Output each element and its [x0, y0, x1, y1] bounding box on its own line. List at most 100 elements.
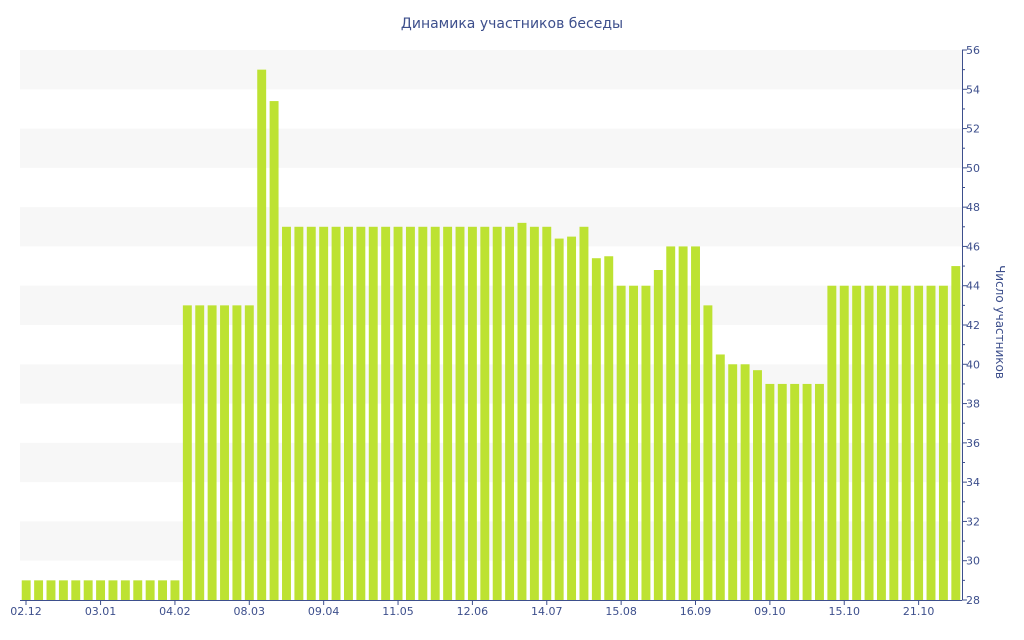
bar[interactable] [889, 285, 899, 600]
bar[interactable] [492, 226, 502, 601]
bar[interactable] [294, 226, 304, 601]
bar[interactable] [244, 305, 254, 600]
x-tick-label: 09.04 [308, 605, 340, 618]
x-tick-label: 14.07 [531, 605, 563, 618]
bar[interactable] [368, 226, 378, 601]
bar[interactable] [46, 580, 56, 600]
bar[interactable] [604, 256, 614, 600]
y-tick-label: 54 [966, 83, 980, 96]
bar[interactable] [480, 226, 490, 601]
grid-band [20, 207, 962, 247]
x-axis-ticks: 02.12 03.01 04.02 08.03 09.04 11.05 12.06 14.07… [10, 600, 934, 618]
bar[interactable] [467, 226, 477, 601]
grid-band [20, 128, 962, 168]
bar[interactable] [951, 266, 961, 600]
bar[interactable] [728, 364, 738, 600]
bar[interactable] [938, 285, 948, 600]
y-tick-label: 48 [966, 201, 980, 214]
bar[interactable] [96, 580, 106, 600]
bar[interactable] [715, 354, 725, 600]
bar[interactable] [827, 285, 837, 600]
bar[interactable] [343, 226, 353, 601]
bar[interactable] [802, 383, 812, 600]
bar[interactable] [901, 285, 911, 600]
bar[interactable] [554, 238, 564, 601]
bar[interactable] [319, 226, 329, 601]
bar[interactable] [34, 580, 44, 600]
chart-title: Динамика участников беседы [401, 16, 623, 32]
x-tick-label: 15.10 [829, 605, 861, 618]
bar[interactable] [257, 69, 267, 600]
bar[interactable] [579, 226, 589, 601]
bar[interactable] [542, 226, 552, 601]
x-tick-label: 08.03 [234, 605, 266, 618]
bar[interactable] [455, 226, 465, 601]
bar[interactable] [393, 226, 403, 601]
bar[interactable] [120, 580, 130, 600]
bar[interactable] [145, 580, 155, 600]
x-tick-label: 21.10 [903, 605, 935, 618]
x-tick-label: 15.08 [605, 605, 637, 618]
bar[interactable] [926, 285, 936, 600]
bar[interactable] [666, 246, 676, 600]
bar[interactable] [269, 101, 279, 601]
bar[interactable] [567, 236, 577, 600]
bar[interactable] [765, 383, 775, 600]
bar[interactable] [430, 226, 440, 601]
bar[interactable] [691, 246, 700, 600]
bar[interactable] [678, 246, 688, 600]
bar[interactable] [158, 580, 168, 600]
bar[interactable] [753, 370, 762, 600]
bar[interactable] [133, 580, 143, 600]
y-tick-label: 46 [966, 240, 980, 253]
bar[interactable] [356, 226, 366, 601]
bar[interactable] [517, 222, 527, 600]
x-tick-label: 02.12 [10, 605, 42, 618]
bar[interactable] [814, 383, 824, 600]
y-tick-label: 52 [966, 123, 980, 136]
bar[interactable] [306, 226, 316, 601]
bar[interactable] [641, 285, 651, 600]
bar[interactable] [21, 580, 31, 600]
bar[interactable] [653, 270, 663, 600]
x-tick-label: 09.10 [754, 605, 786, 618]
bar[interactable] [381, 226, 391, 601]
bar[interactable] [182, 305, 192, 600]
bar[interactable] [864, 285, 874, 600]
bar[interactable] [282, 226, 291, 601]
bar[interactable] [83, 580, 93, 600]
bar[interactable] [71, 580, 81, 600]
y-tick-label: 36 [966, 437, 980, 450]
bar[interactable] [331, 226, 341, 601]
bar[interactable] [852, 285, 862, 600]
bar[interactable] [170, 580, 180, 600]
bar[interactable] [232, 305, 242, 600]
bar[interactable] [505, 226, 515, 601]
x-tick-label: 04.02 [159, 605, 191, 618]
bar[interactable] [914, 285, 924, 600]
bar[interactable] [108, 580, 118, 600]
x-tick-label: 16.09 [680, 605, 712, 618]
bar[interactable] [616, 285, 626, 600]
bar[interactable] [777, 383, 787, 600]
grid-band [20, 50, 962, 90]
bar[interactable] [443, 226, 453, 601]
y-tick-label: 28 [966, 594, 980, 607]
bar[interactable] [790, 383, 800, 600]
bar[interactable] [703, 305, 713, 600]
bar[interactable] [418, 226, 428, 601]
bar[interactable] [220, 305, 229, 600]
bar[interactable] [839, 285, 849, 600]
bar[interactable] [58, 580, 68, 600]
bar[interactable] [207, 305, 217, 600]
bar[interactable] [591, 258, 601, 600]
y-tick-label: 44 [966, 280, 980, 293]
bar[interactable] [629, 285, 639, 600]
bar[interactable] [405, 226, 415, 601]
bar[interactable] [529, 226, 539, 601]
y-axis-ticks: 28 30 32 34 36 38 40 42 44 46 48 50 52 54 56 [962, 44, 980, 607]
bar[interactable] [876, 285, 886, 600]
bar[interactable] [740, 364, 750, 600]
x-tick-label: 03.01 [85, 605, 117, 618]
bar[interactable] [195, 305, 205, 600]
